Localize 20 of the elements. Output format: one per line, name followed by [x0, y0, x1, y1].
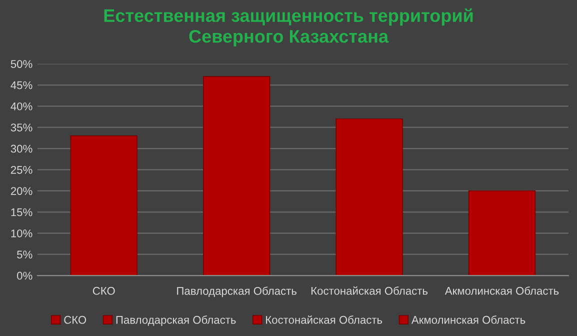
y-tick-label: 0%: [17, 272, 32, 280]
x-tick-label: Акмолинская Область: [444, 286, 559, 295]
x-tick-label: Павлодарская Область: [177, 286, 296, 298]
chart-title: Естественная защищенность территорий Северного Казахстана: [104, 8, 473, 46]
legend-label: СКО: [64, 316, 86, 324]
y-tick-label: 30%: [10, 144, 32, 153]
y-tick-label: 45%: [10, 81, 32, 90]
y-tick-label: 50%: [10, 60, 32, 68]
y-tick-label: 10%: [11, 229, 32, 238]
y-tick-label: 40%: [10, 102, 32, 110]
y-tick-label: 20%: [10, 187, 32, 195]
legend-label: Павлодарская Область: [116, 316, 236, 326]
x-tick-label: СКО: [92, 286, 115, 295]
y-tick-label: 35%: [10, 124, 32, 132]
y-tick-label: 5%: [17, 250, 32, 258]
x-tick-label: Костонайская Область: [311, 286, 428, 295]
y-tick-label: 15%: [11, 208, 32, 216]
legend-label: Костонайская Область: [266, 315, 382, 324]
y-tick-label: 25%: [10, 166, 32, 174]
legend-label: Акмолинская Область: [411, 316, 526, 324]
